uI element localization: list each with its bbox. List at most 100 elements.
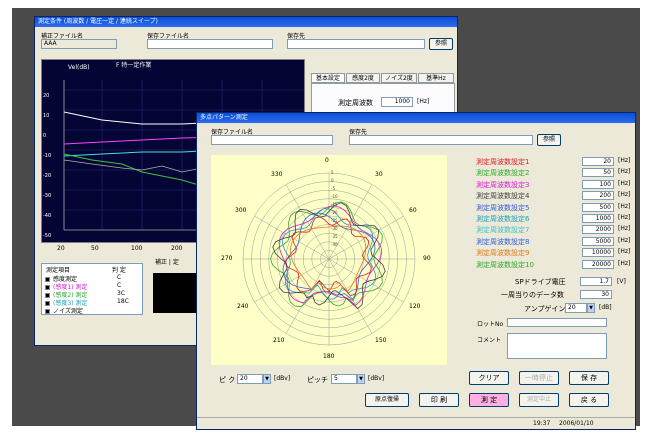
legend-row[interactable]: ノイズ測定 xyxy=(45,306,141,315)
legend-header-level: 判 定 xyxy=(112,267,126,274)
amp-gain-dropdown-icon[interactable]: ▼ xyxy=(587,303,595,313)
lot-number-input[interactable] xyxy=(507,318,607,327)
legend-checkbox[interactable] xyxy=(45,309,50,314)
freq-setting-input[interactable]: 100 xyxy=(582,179,614,189)
ring-label: -20 xyxy=(331,210,338,215)
y-tick: 0 xyxy=(43,133,47,139)
legend-checkbox[interactable] xyxy=(45,301,50,306)
freq-setting-row: 測定周波数設定4 200 [Hz] xyxy=(476,191,630,201)
sp-voltage-input[interactable]: 1.7 xyxy=(580,277,612,286)
freq-setting-label: 測定周波数設定6 xyxy=(476,215,530,223)
freq-setting-input[interactable]: 1000 xyxy=(582,214,614,223)
correction-file-label: 補正ファイル名 xyxy=(41,33,84,40)
legend-checkbox[interactable] xyxy=(45,277,50,282)
freq-setting-unit: [Hz] xyxy=(618,259,631,267)
freq-setting-input[interactable]: 200 xyxy=(582,191,614,201)
comment-textarea[interactable] xyxy=(507,333,607,359)
status-bar: 19:37 2006/01/10 xyxy=(197,417,635,429)
legend-row-label: (感度3) 測定 xyxy=(53,300,88,307)
pitch-dropdown-icon[interactable]: ▼ xyxy=(357,374,365,384)
x-tick: 50 xyxy=(91,245,99,252)
clear-button[interactable]: クリア xyxy=(469,371,509,385)
peak-unit: [dBv] xyxy=(274,375,291,382)
browse-button[interactable]: 参照 xyxy=(429,38,453,50)
freq-setting-row: 測定周波数設定3 100 [Hz] xyxy=(476,179,630,190)
comment-label: コメント xyxy=(477,337,502,344)
freq-setting-unit: [Hz] xyxy=(618,236,631,244)
front-save-file-input[interactable] xyxy=(211,135,333,145)
pause-button[interactable]: 一時停止 xyxy=(519,371,559,385)
legend-checkbox[interactable] xyxy=(45,285,50,290)
legend-row-label: 感度測定 xyxy=(53,276,78,283)
y-tick: -10 xyxy=(43,153,52,159)
pitch-select[interactable]: 5 xyxy=(331,374,357,384)
freq-setting-unit: [Hz] xyxy=(618,248,631,256)
back-button[interactable]: 戻 る xyxy=(569,393,609,407)
legend-row[interactable]: 感度測定 C xyxy=(45,274,141,283)
legend-row-value: 3C xyxy=(117,290,126,297)
measure-button[interactable]: 測 定 xyxy=(469,393,509,407)
freq-setting-input[interactable]: 500 xyxy=(582,202,614,212)
freq-setting-unit: [Hz] xyxy=(618,214,631,221)
front-save-dest-input[interactable] xyxy=(349,135,533,145)
tab-noise[interactable]: ノイズ2度 xyxy=(381,73,417,83)
polar-spoke xyxy=(285,258,330,334)
status-date: 2006/01/10 xyxy=(559,420,594,427)
legend-row[interactable]: (感度1) 測定 C xyxy=(45,282,141,291)
x-tick: 20 xyxy=(57,245,65,252)
y-tick: -30 xyxy=(43,193,52,199)
data-count-input[interactable]: 30 xyxy=(580,290,612,299)
ring-label: -30 xyxy=(331,226,338,231)
legend-checkbox[interactable] xyxy=(45,293,50,298)
freq-setting-unit: [Hz] xyxy=(618,168,631,176)
freq-setting-input[interactable]: 50 xyxy=(582,168,614,178)
angle-label: 60 xyxy=(409,207,417,214)
polar-spoke xyxy=(328,258,373,334)
angle-label: 210 xyxy=(273,337,285,344)
measure-freq-input[interactable]: 1000 xyxy=(381,97,413,107)
polar-chart-svg xyxy=(242,172,416,346)
tab-reference[interactable]: 基準Hz xyxy=(418,73,454,83)
save-file-name-input[interactable] xyxy=(147,39,273,49)
freq-setting-label: 測定周波数設定9 xyxy=(476,249,530,258)
freq-setting-input[interactable]: 20000 xyxy=(582,259,614,269)
correction-file-field[interactable]: AAA xyxy=(41,39,117,49)
measure-freq-label: 測定周波数 xyxy=(338,99,373,107)
tab-basic-settings[interactable]: 基本設定 xyxy=(311,73,345,83)
peak-dropdown-icon[interactable]: ▼ xyxy=(263,374,271,384)
peak-label: ピ ク xyxy=(219,376,236,384)
freq-setting-input[interactable]: 20 xyxy=(582,157,614,166)
peak-select[interactable]: 20 xyxy=(237,374,263,384)
freq-setting-input[interactable]: 5000 xyxy=(582,236,614,246)
amp-gain-select[interactable]: 20 xyxy=(565,303,587,313)
stop-measure-button[interactable]: 測定中止 xyxy=(519,393,559,407)
freq-setting-row: 測定周波数設定2 50 [Hz] xyxy=(476,168,630,178)
print-button[interactable]: 印 刷 xyxy=(419,393,459,407)
legend-row-label: ノイズ測定 xyxy=(53,308,83,315)
legend-row[interactable]: (感度3) 測定 18C xyxy=(45,298,141,307)
status-label: 補正 | 定 xyxy=(155,259,179,266)
ring-label: -25 xyxy=(331,218,338,223)
pitch-label: ピッチ xyxy=(307,376,328,384)
polar-trace xyxy=(272,202,386,310)
y-tick-labels: 20 10 0 -10 -20 -30 -40 -50 xyxy=(43,86,51,246)
polar-trace xyxy=(278,205,382,306)
origin-return-button[interactable]: 原点復帰 xyxy=(365,393,409,407)
freq-setting-input[interactable]: 2000 xyxy=(582,225,614,235)
angle-label: 120 xyxy=(409,303,421,310)
tab-sensitivity[interactable]: 感度2度 xyxy=(346,73,380,83)
legend-row-value: C xyxy=(117,282,122,289)
freq-setting-input[interactable]: 10000 xyxy=(582,248,614,258)
save-button[interactable]: 保 存 xyxy=(569,371,609,385)
freq-setting-row: 測定周波数設定8 5000 [Hz] xyxy=(476,236,630,247)
freq-setting-unit: [Hz] xyxy=(618,225,631,233)
save-destination-input[interactable] xyxy=(287,39,425,49)
freq-setting-label: 測定周波数設定7 xyxy=(476,226,530,235)
legend-row[interactable]: (感度2) 測定 3C xyxy=(45,290,141,299)
freq-setting-unit: [Hz] xyxy=(618,179,631,187)
front-browse-button[interactable]: 参照 xyxy=(537,134,561,146)
freq-setting-row: 測定周波数設定1 20 [Hz] xyxy=(476,157,630,167)
y-tick: 10 xyxy=(43,113,50,119)
y-tick: -40 xyxy=(43,213,52,219)
plot-title: F 特一定作業 xyxy=(116,62,152,69)
